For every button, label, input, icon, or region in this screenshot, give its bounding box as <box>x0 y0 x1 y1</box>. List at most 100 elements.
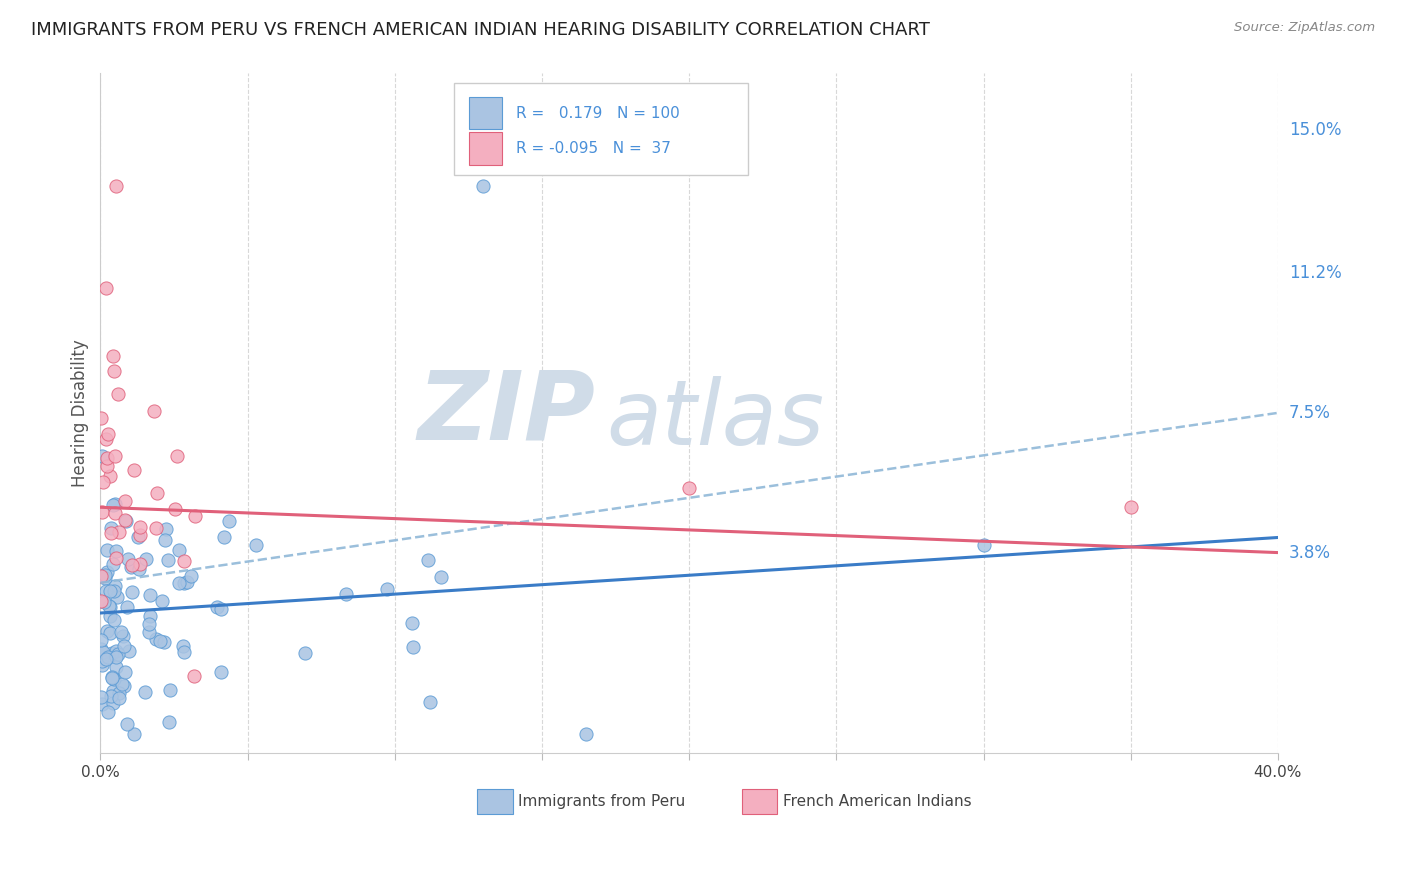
Point <box>100 670 122 684</box>
Point <box>103 583 125 598</box>
Point <box>122 462 145 476</box>
Point <box>104 497 127 511</box>
Point <box>103 672 125 686</box>
Point <box>94 571 117 585</box>
Point <box>96 624 118 639</box>
Point <box>105 551 128 566</box>
Point <box>98 599 121 613</box>
Point <box>335 587 357 601</box>
Point <box>103 364 125 378</box>
Point <box>180 568 202 582</box>
Text: Source: ZipAtlas.com: Source: ZipAtlas.com <box>1234 21 1375 35</box>
Point <box>128 557 150 571</box>
Point <box>98 626 121 640</box>
Point <box>90 641 112 656</box>
Text: 7.5%: 7.5% <box>1289 404 1331 422</box>
Point <box>98 609 121 624</box>
Point <box>114 665 136 680</box>
Point <box>98 583 121 598</box>
Point <box>153 533 176 547</box>
Point <box>121 584 143 599</box>
Point <box>575 727 598 741</box>
Point <box>209 602 232 616</box>
Point <box>104 544 127 558</box>
Point <box>104 660 127 674</box>
Point <box>91 645 114 659</box>
Point <box>111 677 134 691</box>
Point <box>159 683 181 698</box>
Point <box>294 646 316 660</box>
Point <box>107 647 129 661</box>
Text: 15.0%: 15.0% <box>1289 120 1341 138</box>
Point <box>104 649 127 664</box>
Point <box>118 644 141 658</box>
Point <box>155 522 177 536</box>
Point <box>173 645 195 659</box>
Point <box>91 450 114 464</box>
Point <box>98 599 121 614</box>
Bar <box>477 789 513 814</box>
Point <box>90 410 112 425</box>
Point <box>104 179 127 194</box>
Point <box>94 584 117 599</box>
Point <box>122 727 145 741</box>
Point <box>101 684 124 698</box>
Point <box>145 632 167 647</box>
Point <box>114 513 136 527</box>
Point <box>91 475 114 489</box>
Point <box>128 562 150 576</box>
Text: French American Indians: French American Indians <box>783 794 972 809</box>
Point <box>145 521 167 535</box>
Point <box>103 696 125 710</box>
Point <box>101 349 124 363</box>
Point <box>107 387 129 401</box>
Point <box>110 624 132 639</box>
Point <box>96 458 118 473</box>
Point <box>127 530 149 544</box>
Point <box>93 595 115 609</box>
Point <box>212 530 235 544</box>
Point <box>90 654 112 668</box>
Point <box>105 643 128 657</box>
Point <box>97 427 120 442</box>
Point <box>184 509 207 524</box>
Point <box>472 179 495 194</box>
Point <box>96 451 118 466</box>
Point <box>1119 500 1142 515</box>
Text: IMMIGRANTS FROM PERU VS FRENCH AMERICAN INDIAN HEARING DISABILITY CORRELATION CH: IMMIGRANTS FROM PERU VS FRENCH AMERICAN … <box>31 21 929 39</box>
Point <box>103 613 125 627</box>
Point <box>157 714 180 729</box>
Point <box>104 579 127 593</box>
Point <box>419 696 441 710</box>
Point <box>166 449 188 463</box>
Point <box>100 689 122 703</box>
Point <box>90 633 112 648</box>
Point <box>173 576 195 591</box>
Point <box>94 651 117 665</box>
Point <box>156 553 179 567</box>
Point <box>121 558 143 572</box>
Point <box>112 679 135 693</box>
Point <box>245 538 267 552</box>
Point <box>100 526 122 541</box>
Point <box>101 557 124 571</box>
Text: ZIP: ZIP <box>418 367 595 459</box>
Point <box>138 616 160 631</box>
Point <box>153 634 176 648</box>
Point <box>134 684 156 698</box>
Point <box>129 528 152 542</box>
Point <box>94 567 117 582</box>
Point <box>430 570 453 584</box>
Point <box>375 582 398 596</box>
Point <box>176 574 198 589</box>
Point <box>94 432 117 446</box>
Point <box>183 668 205 682</box>
Point <box>98 468 121 483</box>
Point <box>96 543 118 558</box>
Point <box>114 493 136 508</box>
Bar <box>470 96 502 129</box>
Point <box>101 671 124 685</box>
Point <box>139 589 162 603</box>
Point <box>101 498 124 512</box>
Point <box>205 600 228 615</box>
